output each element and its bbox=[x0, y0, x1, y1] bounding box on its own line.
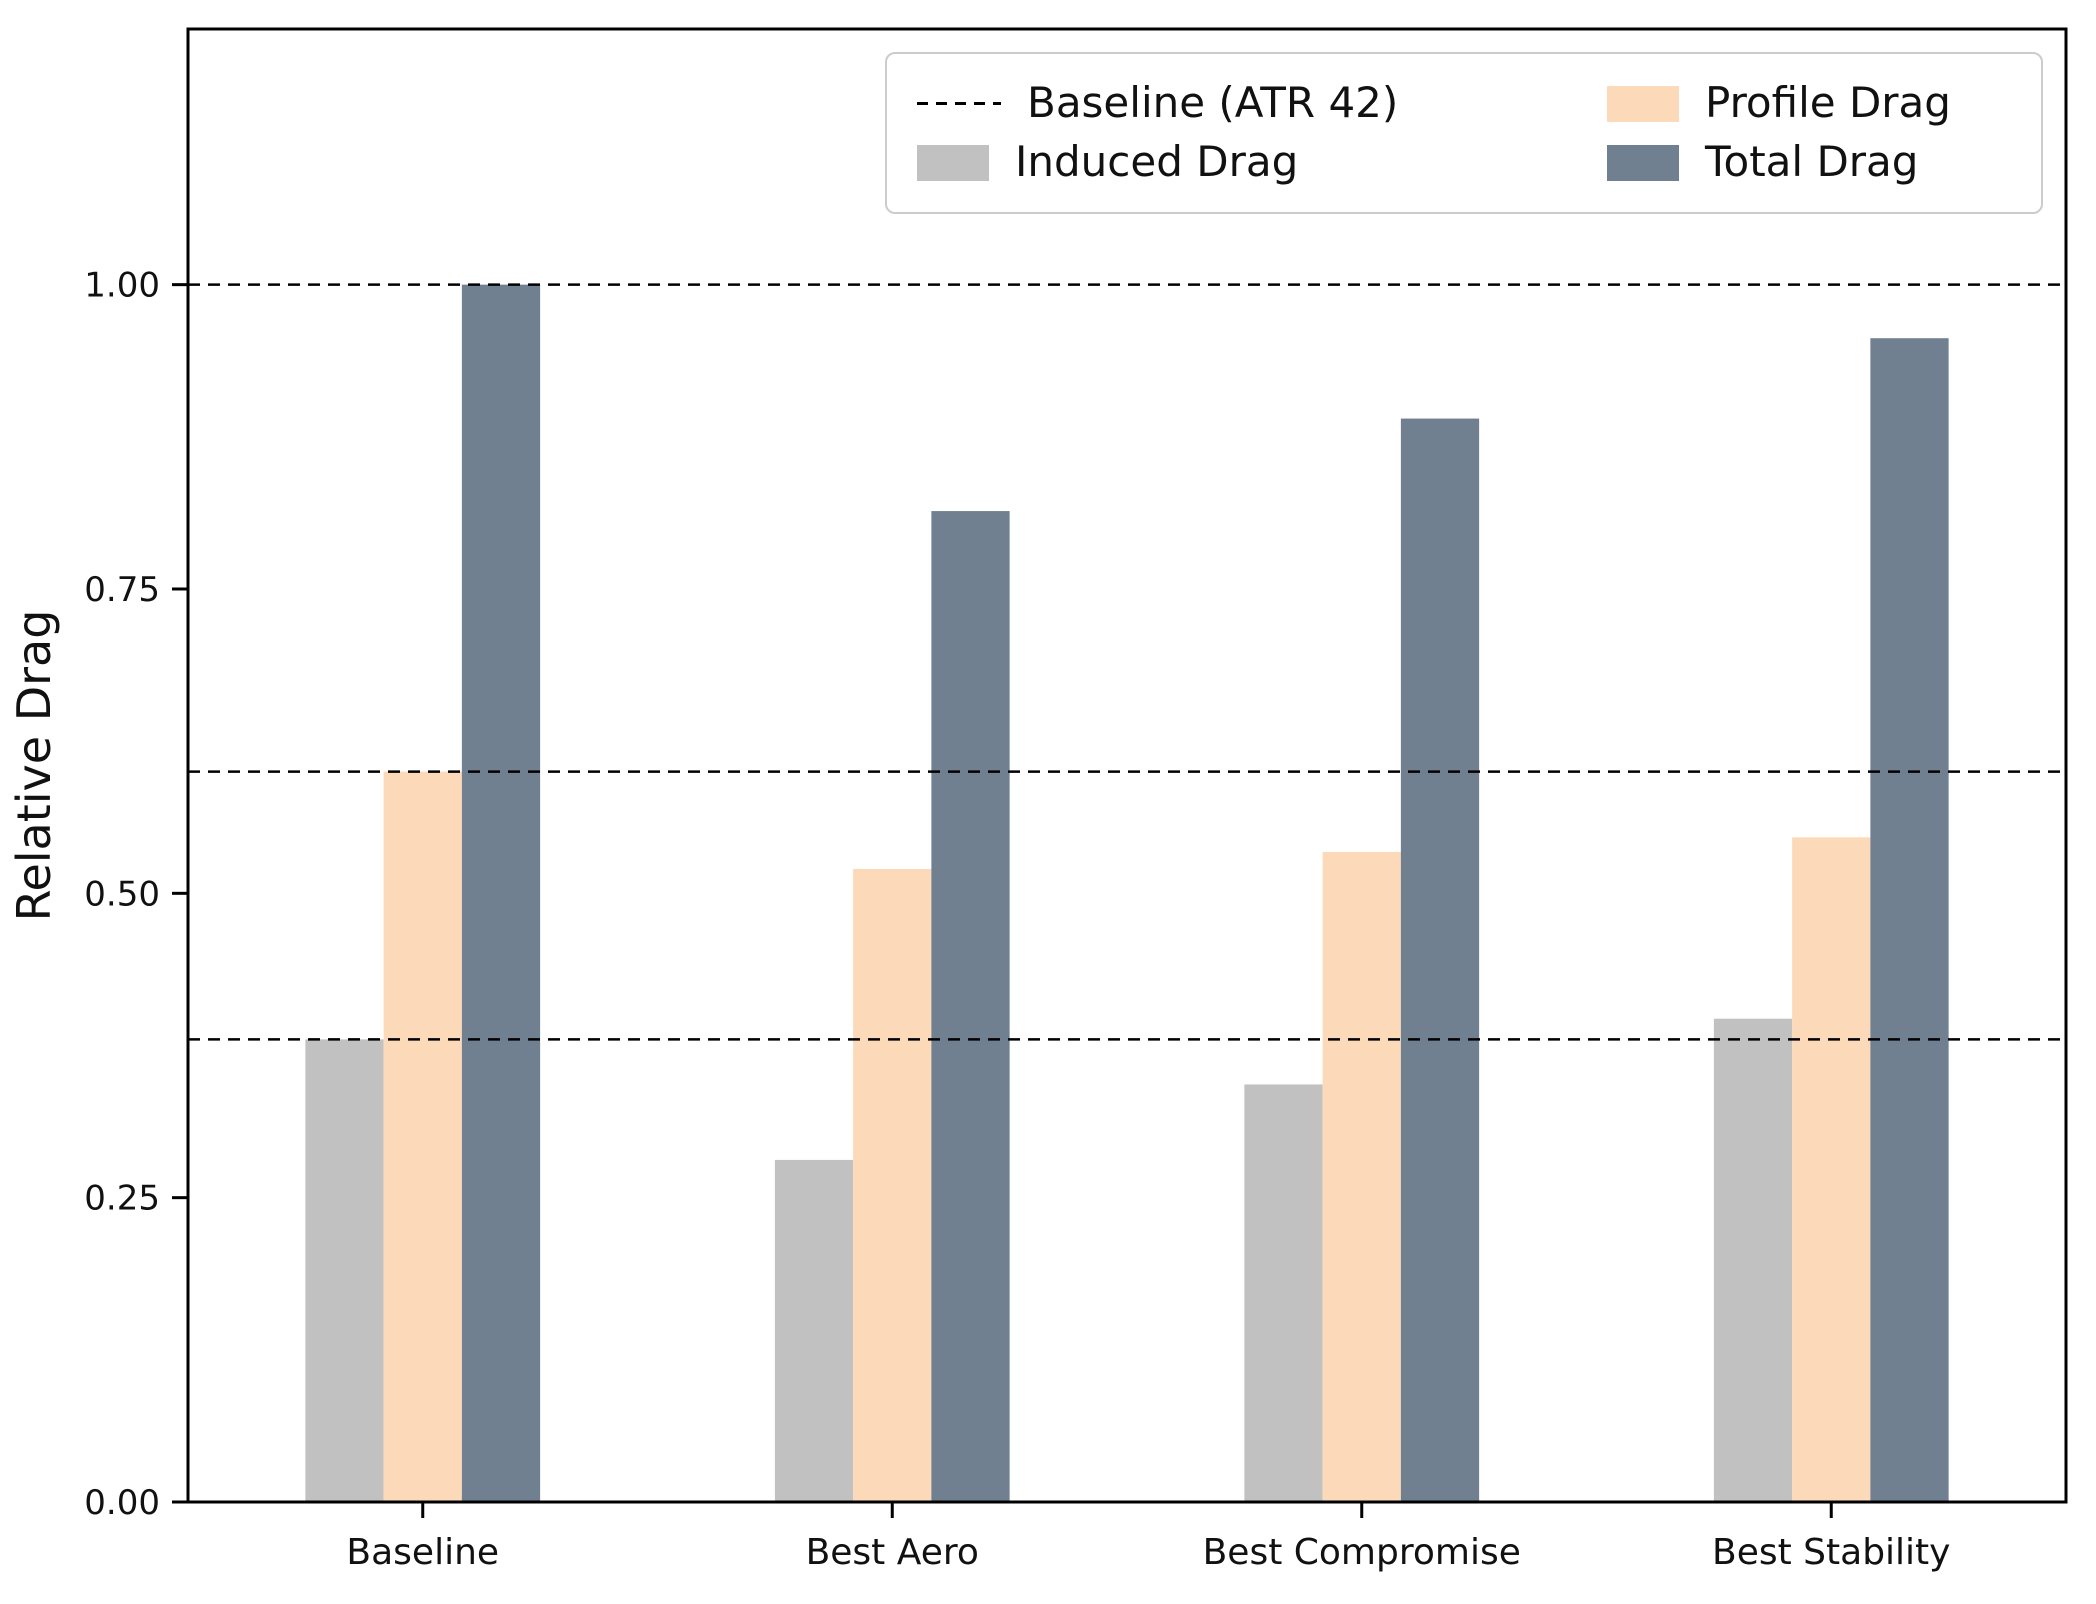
y-tick-label: 0.00 bbox=[84, 1483, 160, 1523]
x-category-label: Best Compromise bbox=[1203, 1532, 1521, 1573]
dashed-line-swatch-icon bbox=[917, 102, 1001, 105]
bar-total-drag-best-compromise bbox=[1400, 418, 1480, 1502]
legend-label: Total Drag bbox=[1705, 137, 1919, 187]
bar-profile-drag-best-aero bbox=[853, 868, 932, 1502]
y-axis-label: Relative Drag bbox=[7, 610, 61, 922]
x-category-label: Baseline bbox=[346, 1532, 499, 1573]
bar-profile-drag-baseline bbox=[383, 771, 462, 1502]
bar-total-drag-best-aero bbox=[931, 511, 1010, 1502]
bars-layer bbox=[305, 284, 1949, 1502]
x-category-label: Best Aero bbox=[806, 1532, 979, 1573]
color-swatch-icon bbox=[1607, 144, 1679, 181]
bar-induced-drag-best-compromise bbox=[1244, 1084, 1323, 1502]
color-swatch-icon bbox=[1607, 85, 1679, 122]
legend-label: Profile Drag bbox=[1705, 78, 1951, 128]
legend-entry-baseline-atr-42-: Baseline (ATR 42) bbox=[917, 80, 1607, 126]
axes-layer: 0.00 0.25 0.50 0.75 1.00 Baseline Best Aero Bes… bbox=[7, 27, 2068, 1573]
legend-label: Induced Drag bbox=[1015, 137, 1299, 187]
plot-frame bbox=[186, 27, 2068, 1504]
legend-label: Baseline (ATR 42) bbox=[1027, 78, 1399, 128]
y-tick-label: 1.00 bbox=[84, 266, 160, 306]
bar-total-drag-best-stability bbox=[1870, 338, 1949, 1502]
legend-entry-induced-drag: Induced Drag bbox=[917, 139, 1607, 185]
bar-induced-drag-best-aero bbox=[774, 1159, 854, 1502]
y-tick-label: 0.25 bbox=[84, 1179, 160, 1219]
y-tick-label: 0.75 bbox=[84, 570, 160, 610]
bar-profile-drag-best-stability bbox=[1792, 837, 1871, 1502]
bar-induced-drag-baseline bbox=[305, 1039, 384, 1502]
bar-total-drag-baseline bbox=[461, 284, 541, 1502]
baseline-lines-layer bbox=[188, 283, 2066, 1041]
legend-entry-profile-drag: Profile Drag bbox=[1607, 80, 2011, 126]
color-swatch-icon bbox=[917, 144, 989, 181]
bar-profile-drag-best-compromise bbox=[1322, 851, 1401, 1502]
legend: Baseline (ATR 42) Induced Drag Profile Dra… bbox=[885, 52, 2043, 214]
y-tick-label: 0.50 bbox=[84, 874, 160, 914]
x-category-label: Best Stability bbox=[1712, 1532, 1950, 1573]
bar-induced-drag-best-stability bbox=[1713, 1018, 1793, 1502]
legend-entry-total-drag: Total Drag bbox=[1607, 139, 2011, 185]
